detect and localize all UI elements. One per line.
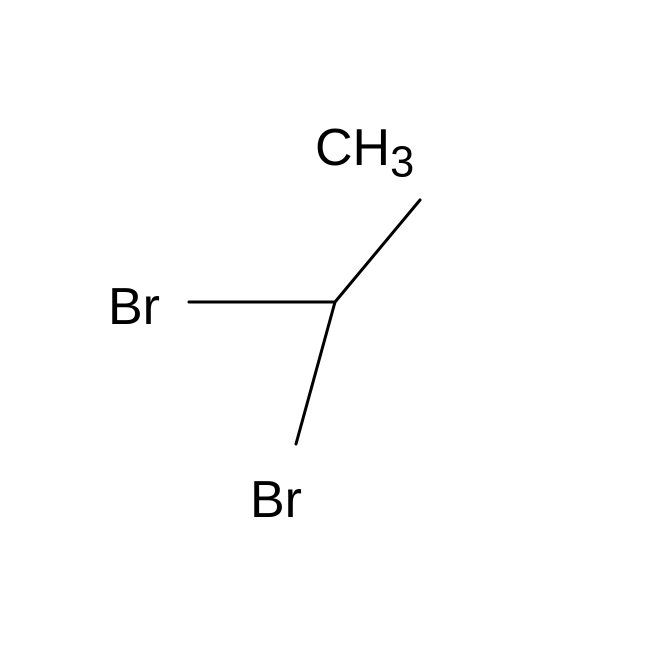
atom-label-ch3: CH3 [315,118,414,187]
atom-label-br-left: Br [108,277,160,337]
atom-label-br-bottom: Br [250,470,302,530]
chemical-structure-diagram: CH3 Br Br [0,0,650,650]
bond-layer [0,0,650,650]
